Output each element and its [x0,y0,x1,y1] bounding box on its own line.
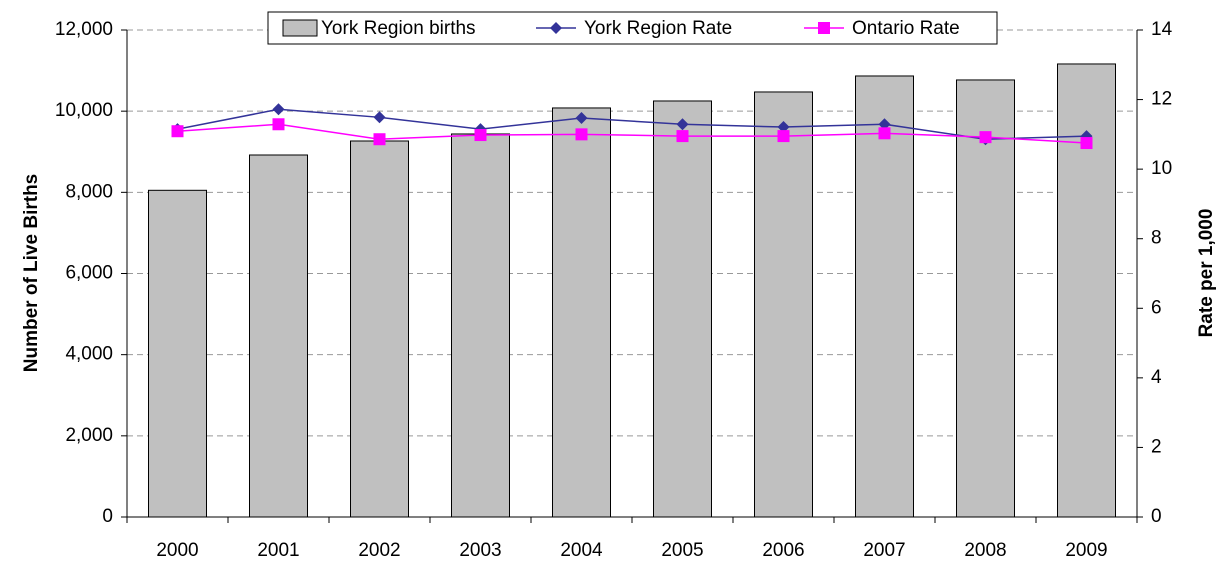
legend-label: York Region Rate [584,18,732,39]
y2-tick-label: 10 [1151,158,1172,179]
y-tick-label: 4,000 [65,344,113,365]
y2-tick-label: 2 [1151,436,1162,457]
y2-tick-label: 6 [1151,297,1162,318]
bar [552,107,611,518]
line [177,123,1087,144]
marker [777,130,790,143]
x-tick-label: 2000 [156,540,198,561]
x-tick-label: 2007 [863,540,905,561]
line [177,108,1087,140]
x-tick-label: 2006 [762,540,804,561]
bar [754,91,813,518]
marker [676,130,689,143]
bar [855,75,914,518]
bar [956,79,1015,518]
legend-marker [550,22,562,34]
marker [373,111,386,124]
y-tick-label: 6,000 [65,263,113,284]
y-tick-label: 2,000 [65,425,113,446]
marker [979,131,992,144]
y-tick-label: 0 [102,506,113,527]
x-tick-label: 2004 [560,540,603,561]
x-tick-label: 2008 [964,540,1006,561]
bar [350,140,409,518]
x-tick-label: 2003 [459,540,501,561]
marker [373,133,386,146]
bar [148,189,207,518]
bar [451,133,510,518]
y-axis-title: Number of Live Births [21,174,42,372]
legend-label: York Region births [321,18,476,39]
bar [249,154,308,518]
y2-axis-title: Rate per 1,000 [1196,209,1217,338]
marker [272,103,285,116]
y-tick-label: 8,000 [65,181,113,202]
x-tick-label: 2005 [661,540,703,561]
bar [653,100,712,518]
x-tick-label: 2002 [358,540,400,561]
y-tick-label: 12,000 [55,19,113,40]
marker [777,121,790,134]
legend-swatch [282,19,318,37]
marker [575,128,588,141]
marker [676,118,689,131]
marker [878,127,891,140]
y2-tick-label: 8 [1151,228,1162,249]
marker [171,125,184,138]
y2-tick-label: 4 [1151,367,1162,388]
marker [1080,137,1093,150]
legend-label: Ontario Rate [852,18,960,39]
marker [474,129,487,142]
marker [878,118,891,131]
y-tick-label: 10,000 [55,100,113,121]
marker [272,118,285,131]
legend-marker [818,22,830,34]
y2-tick-label: 14 [1151,19,1173,40]
legend-box [267,11,998,45]
x-tick-label: 2009 [1065,540,1107,561]
y2-tick-label: 0 [1151,506,1162,527]
x-tick-label: 2001 [257,540,299,561]
y2-tick-label: 12 [1151,89,1172,110]
marker [575,112,588,125]
